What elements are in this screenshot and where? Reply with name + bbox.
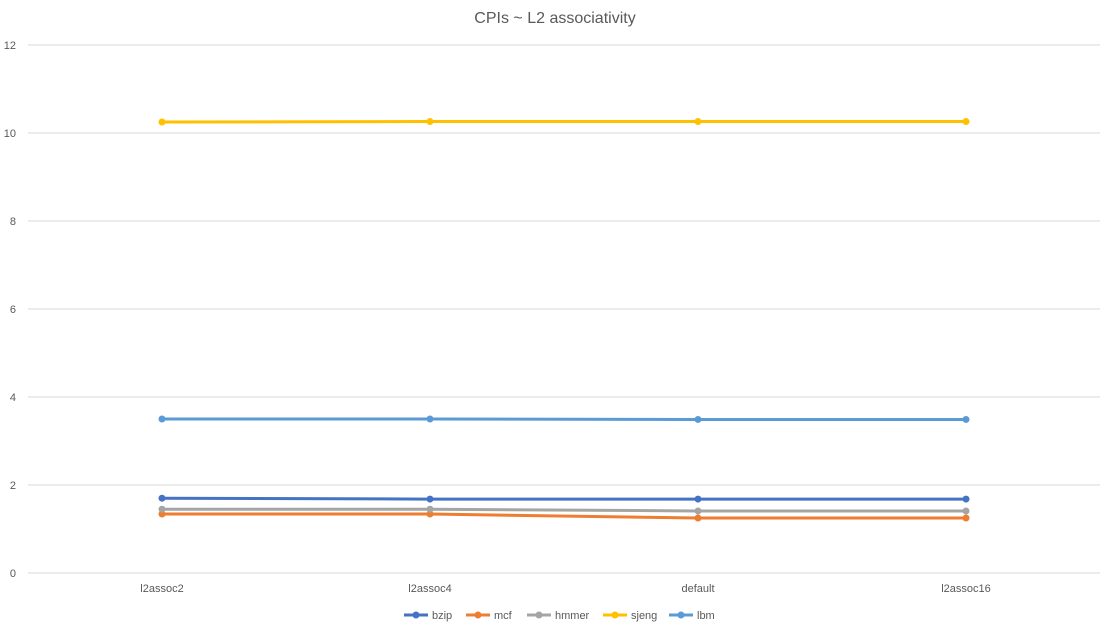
- legend-item-hmmer: hmmer: [527, 610, 590, 622]
- data-point-hmmer: [694, 507, 702, 515]
- y-tick-label: 0: [10, 568, 16, 580]
- x-tick-label: l2assoc16: [941, 583, 991, 595]
- data-point-bzip: [694, 495, 702, 503]
- series-lines: [158, 118, 970, 522]
- legend-marker: [611, 611, 619, 619]
- series-line-hmmer: [160, 507, 968, 513]
- series-lbm: [158, 415, 970, 423]
- legend-label: lbm: [697, 610, 715, 622]
- y-tick-label: 2: [10, 480, 16, 492]
- data-point-sjeng: [158, 118, 166, 126]
- legend-item-bzip: bzip: [404, 610, 452, 622]
- series-line-mcf: [160, 512, 968, 520]
- x-axis-tick-labels: l2assoc2 l2assoc4 default l2assoc16: [140, 583, 990, 595]
- legend: bzip mcf hmmer sjeng lbm: [404, 610, 715, 622]
- legend-label: mcf: [494, 610, 513, 622]
- data-point-sjeng: [962, 118, 970, 126]
- data-point-mcf: [158, 510, 166, 518]
- series-bzip: [158, 494, 970, 503]
- gridlines: [28, 44, 1100, 574]
- y-axis-tick-labels: 0 2 4 6 8 10 12: [4, 40, 16, 580]
- data-point-lbm: [426, 415, 434, 423]
- y-tick-label: 10: [4, 128, 16, 140]
- y-tick-label: 12: [4, 40, 16, 52]
- legend-item-sjeng: sjeng: [603, 610, 657, 622]
- data-point-bzip: [962, 495, 970, 503]
- series-line-bzip: [160, 496, 968, 501]
- legend-marker: [412, 611, 420, 619]
- x-tick-label: l2assoc4: [408, 583, 451, 595]
- data-point-hmmer: [426, 505, 434, 513]
- legend-marker: [474, 611, 482, 619]
- x-tick-label: l2assoc2: [140, 583, 183, 595]
- data-point-lbm: [962, 415, 970, 423]
- legend-label: hmmer: [555, 610, 590, 622]
- data-point-mcf: [694, 514, 702, 522]
- data-point-mcf: [426, 510, 434, 518]
- legend-marker: [677, 611, 685, 619]
- x-tick-label: default: [681, 583, 714, 595]
- legend-marker: [535, 611, 543, 619]
- legend-item-lbm: lbm: [669, 610, 715, 622]
- legend-item-mcf: mcf: [466, 610, 513, 622]
- data-point-bzip: [158, 494, 166, 502]
- series-sjeng: [158, 118, 970, 126]
- series-mcf: [158, 510, 970, 522]
- data-point-lbm: [694, 415, 702, 423]
- data-point-mcf: [962, 514, 970, 522]
- legend-label: sjeng: [631, 610, 657, 622]
- data-point-sjeng: [694, 118, 702, 126]
- data-point-bzip: [426, 495, 434, 503]
- data-point-hmmer: [962, 507, 970, 515]
- series-hmmer: [158, 505, 970, 515]
- data-point-lbm: [158, 415, 166, 423]
- y-tick-label: 4: [10, 392, 16, 404]
- data-point-sjeng: [426, 118, 434, 126]
- data-point-hmmer: [158, 505, 166, 513]
- y-tick-label: 6: [10, 304, 16, 316]
- legend-label: bzip: [432, 610, 452, 622]
- chart-title: CPIs ~ L2 associativity: [474, 10, 635, 27]
- y-tick-label: 8: [10, 216, 16, 228]
